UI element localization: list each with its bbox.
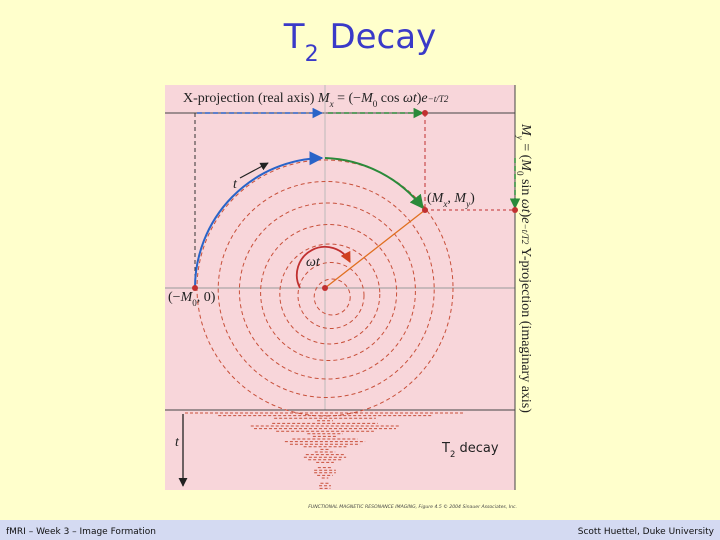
time-label: t [175, 435, 180, 450]
green-arc [324, 157, 424, 210]
point-label-part: , [447, 191, 454, 206]
y-projection-part: sin [518, 176, 533, 199]
title-part: Decay [319, 17, 437, 57]
blue-arc [194, 151, 324, 289]
x-projection-part: M [317, 91, 331, 106]
x-projection-part: 0 [373, 99, 378, 109]
y-projection-part: = ( [518, 140, 533, 160]
point-label-part: y [465, 199, 471, 209]
angle-arc [295, 245, 351, 289]
origin-dot [192, 285, 198, 291]
spiral [196, 159, 454, 417]
x-projection-part: x [329, 99, 334, 109]
spiral-ring [279, 243, 381, 345]
y-projection-part: ωt [518, 199, 533, 214]
x-projection-part: cos [377, 91, 403, 106]
y-projection-part: M [518, 123, 533, 137]
x-projection-part: ) [417, 91, 422, 106]
title: T2 Decay [283, 17, 436, 67]
point-label: (Mx, My) [427, 191, 475, 209]
origin-label-part: M [180, 290, 194, 305]
x-projection-part: M [360, 91, 374, 106]
angle-label-part: ωt [306, 255, 321, 270]
arc-label-part: t [233, 177, 238, 192]
point-label-part: M [453, 191, 467, 206]
decay-label-part: decay [455, 441, 498, 456]
decay-label-part: 2 [450, 449, 455, 459]
spiral-ring [297, 262, 365, 329]
spiral-ring [313, 278, 351, 316]
y-projection-part: e [518, 217, 533, 223]
decay-wave [185, 412, 465, 489]
spiral-ring [260, 224, 398, 361]
origin-label-part: 0 [192, 298, 197, 308]
decay-label-part: T [441, 441, 450, 456]
point-label-part: M [431, 191, 445, 206]
credit: FUNCTIONAL MAGNETIC RESONANCE IMAGING, F… [308, 503, 517, 510]
y-dot [512, 207, 518, 213]
x-projection: X-projection (real axis) Mx = (−M0 cos ω… [183, 91, 449, 109]
origin-label: (−M0, 0) [168, 290, 216, 308]
x-dot [422, 110, 428, 116]
footer-right: Scott Huettel, Duke University [578, 527, 715, 537]
point-label-part: ) [470, 191, 475, 206]
x-projection-part: −t/T2 [428, 94, 449, 104]
spiral-ring [217, 181, 435, 398]
x-projection-part: e [421, 91, 427, 106]
y-projection-part: Y-projection (imaginary axis) [518, 244, 533, 413]
title-part: T [283, 17, 305, 57]
title-part: 2 [305, 41, 319, 67]
arc-label: t [233, 177, 238, 192]
point-label-part: x [442, 199, 447, 209]
angle-label: ωt [306, 255, 321, 270]
y-projection-part: M [518, 158, 533, 172]
decay-label: T2 decay [441, 441, 499, 459]
y-projection-part: ) [518, 213, 533, 218]
time-label-part: t [175, 435, 180, 450]
spiral-ring [238, 202, 416, 380]
footer-bar [0, 520, 720, 540]
origin-label-part: , 0) [197, 290, 216, 305]
y-projection-part: −t/T2 [520, 224, 530, 245]
y-projection: My = (M0 sin ωt)e−t/T2 Y-projection (ima… [515, 123, 533, 413]
x-projection-part: = (− [334, 91, 362, 106]
point-label-part: ( [427, 191, 432, 206]
center-dot [322, 285, 328, 291]
x-projection-part: X-projection (real axis) [183, 91, 318, 106]
x-projection-part: ωt [403, 91, 418, 106]
y-projection-part: 0 [515, 171, 525, 176]
vector [324, 209, 426, 289]
y-projection-part: y [515, 135, 525, 141]
point-dot [422, 207, 428, 213]
time-arrow [239, 162, 269, 179]
origin-label-part: (− [168, 290, 181, 305]
footer-left: fMRI – Week 3 – Image Formation [6, 527, 156, 537]
